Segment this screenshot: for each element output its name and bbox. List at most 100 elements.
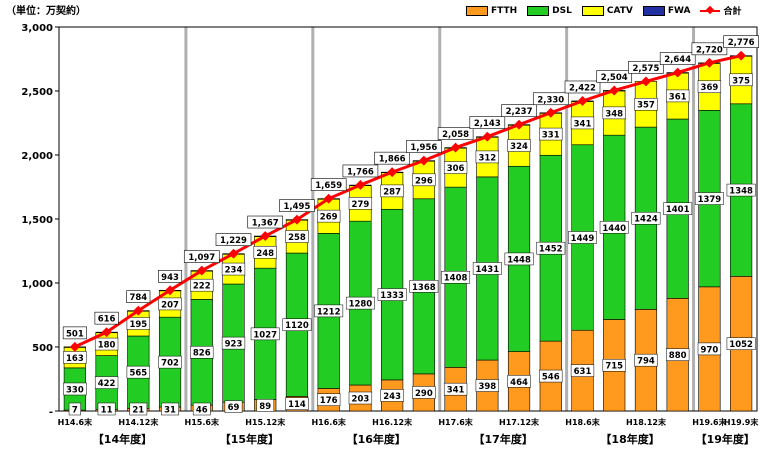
total-label-box bbox=[215, 233, 252, 246]
total-label: 1,659 bbox=[315, 181, 342, 191]
value-label-catv: 258 bbox=[288, 233, 306, 243]
value-label-box bbox=[250, 327, 280, 341]
value-label-box bbox=[126, 317, 150, 330]
value-label-box bbox=[475, 379, 499, 392]
fiscal-year-label: 【16年度】 bbox=[347, 432, 406, 446]
value-label-catv: 195 bbox=[129, 320, 147, 330]
value-label-dsl: 1408 bbox=[444, 274, 468, 284]
value-label-ftth: 715 bbox=[605, 362, 623, 372]
value-label-box bbox=[161, 402, 179, 416]
value-label-box bbox=[412, 386, 436, 399]
value-label-box bbox=[190, 345, 214, 359]
value-label-dsl: 1212 bbox=[317, 307, 341, 317]
y-tick-label: 1,000 bbox=[21, 279, 53, 290]
total-marker bbox=[323, 193, 334, 204]
value-label-box bbox=[129, 402, 148, 416]
total-marker bbox=[418, 155, 429, 166]
value-label-box bbox=[348, 197, 373, 210]
total-label-box bbox=[183, 250, 220, 263]
x-tick-label: H17.6末 bbox=[438, 417, 472, 427]
value-label-box bbox=[666, 89, 690, 103]
total-marker bbox=[228, 248, 239, 259]
value-label-box bbox=[126, 365, 150, 379]
total-label: 616 bbox=[98, 315, 116, 325]
value-label-box bbox=[377, 288, 407, 301]
value-label-box bbox=[221, 262, 246, 276]
value-label-box bbox=[412, 173, 436, 187]
total-marker bbox=[260, 231, 271, 241]
fiscal-year-label: 【17年度】 bbox=[474, 432, 533, 446]
value-label-ftth: 794 bbox=[637, 357, 655, 367]
total-label-box bbox=[501, 104, 537, 117]
value-label-catv: 369 bbox=[701, 83, 719, 93]
y-tick-label: 2,000 bbox=[21, 151, 53, 162]
value-label-dsl: 1449 bbox=[571, 234, 595, 244]
value-label-dsl: 1452 bbox=[539, 245, 563, 255]
value-label-dsl: 702 bbox=[161, 359, 179, 369]
y-tick-label: 500 bbox=[32, 343, 53, 354]
value-label-box bbox=[94, 376, 119, 389]
value-label-catv: 296 bbox=[415, 176, 433, 186]
value-label-box bbox=[282, 318, 312, 331]
value-label-box bbox=[443, 382, 468, 396]
value-label-box bbox=[539, 369, 563, 383]
value-label-box bbox=[472, 262, 502, 275]
value-label-box bbox=[345, 296, 375, 310]
value-label-box bbox=[602, 106, 626, 120]
legend-swatch-dsl bbox=[527, 5, 550, 16]
value-label-box bbox=[190, 278, 214, 292]
value-label-box bbox=[285, 397, 309, 410]
x-tick-label: H18.6末 bbox=[565, 417, 599, 427]
value-label-catv: 375 bbox=[732, 76, 750, 86]
total-label: 1,766 bbox=[347, 167, 374, 177]
fiscal-year-label: 【14年度】 bbox=[93, 432, 152, 446]
total-marker bbox=[196, 265, 207, 276]
value-label-dsl: 923 bbox=[225, 340, 243, 350]
value-label-box bbox=[380, 184, 404, 198]
total-label: 943 bbox=[161, 273, 179, 283]
value-label-box bbox=[697, 80, 722, 93]
value-label-dsl: 826 bbox=[193, 349, 211, 359]
value-label-ftth: 203 bbox=[352, 395, 370, 405]
value-label-box bbox=[253, 246, 277, 259]
legend-label-dsl: DSL bbox=[552, 5, 572, 16]
legend-item-catv: CATV bbox=[581, 5, 633, 16]
total-label: 2,776 bbox=[728, 38, 755, 48]
value-label-box bbox=[634, 97, 658, 111]
legend-item-fwa: FWA bbox=[642, 5, 690, 16]
total-marker bbox=[387, 167, 398, 178]
total-label: 2,058 bbox=[442, 130, 469, 140]
x-tick-label: H15.12末 bbox=[245, 417, 285, 427]
total-label-box bbox=[659, 52, 696, 65]
total-label: 1,495 bbox=[284, 202, 311, 212]
value-label-box bbox=[68, 402, 81, 416]
value-label-dsl: 1368 bbox=[412, 283, 436, 293]
value-label-catv: 324 bbox=[510, 142, 528, 152]
total-label-box bbox=[158, 269, 183, 283]
total-label-box bbox=[94, 311, 119, 325]
value-label-box bbox=[221, 336, 246, 350]
value-label-dsl: 1401 bbox=[666, 205, 690, 215]
value-label-box bbox=[380, 389, 404, 402]
total-label: 2,720 bbox=[696, 45, 723, 55]
y-tick-label: - bbox=[49, 407, 53, 418]
value-label-ftth: 970 bbox=[701, 345, 719, 355]
total-label: 2,237 bbox=[506, 107, 533, 117]
value-label-catv: 306 bbox=[447, 164, 465, 174]
value-label-ftth: 69 bbox=[228, 403, 240, 413]
total-label-box bbox=[596, 70, 633, 83]
total-marker bbox=[609, 85, 620, 96]
value-label-dsl: 1027 bbox=[253, 330, 277, 340]
value-label-box bbox=[599, 221, 629, 234]
value-label-box bbox=[158, 355, 182, 369]
value-label-box bbox=[631, 211, 661, 225]
total-label: 1,956 bbox=[410, 143, 437, 153]
value-label-ftth: 398 bbox=[478, 382, 496, 392]
value-label-box bbox=[348, 391, 373, 405]
value-label-dsl: 1424 bbox=[634, 215, 658, 225]
value-label-box bbox=[94, 337, 119, 351]
total-marker bbox=[577, 96, 588, 106]
total-label-box bbox=[723, 35, 759, 48]
total-label-box bbox=[628, 61, 664, 74]
value-label-catv: 341 bbox=[574, 119, 592, 129]
